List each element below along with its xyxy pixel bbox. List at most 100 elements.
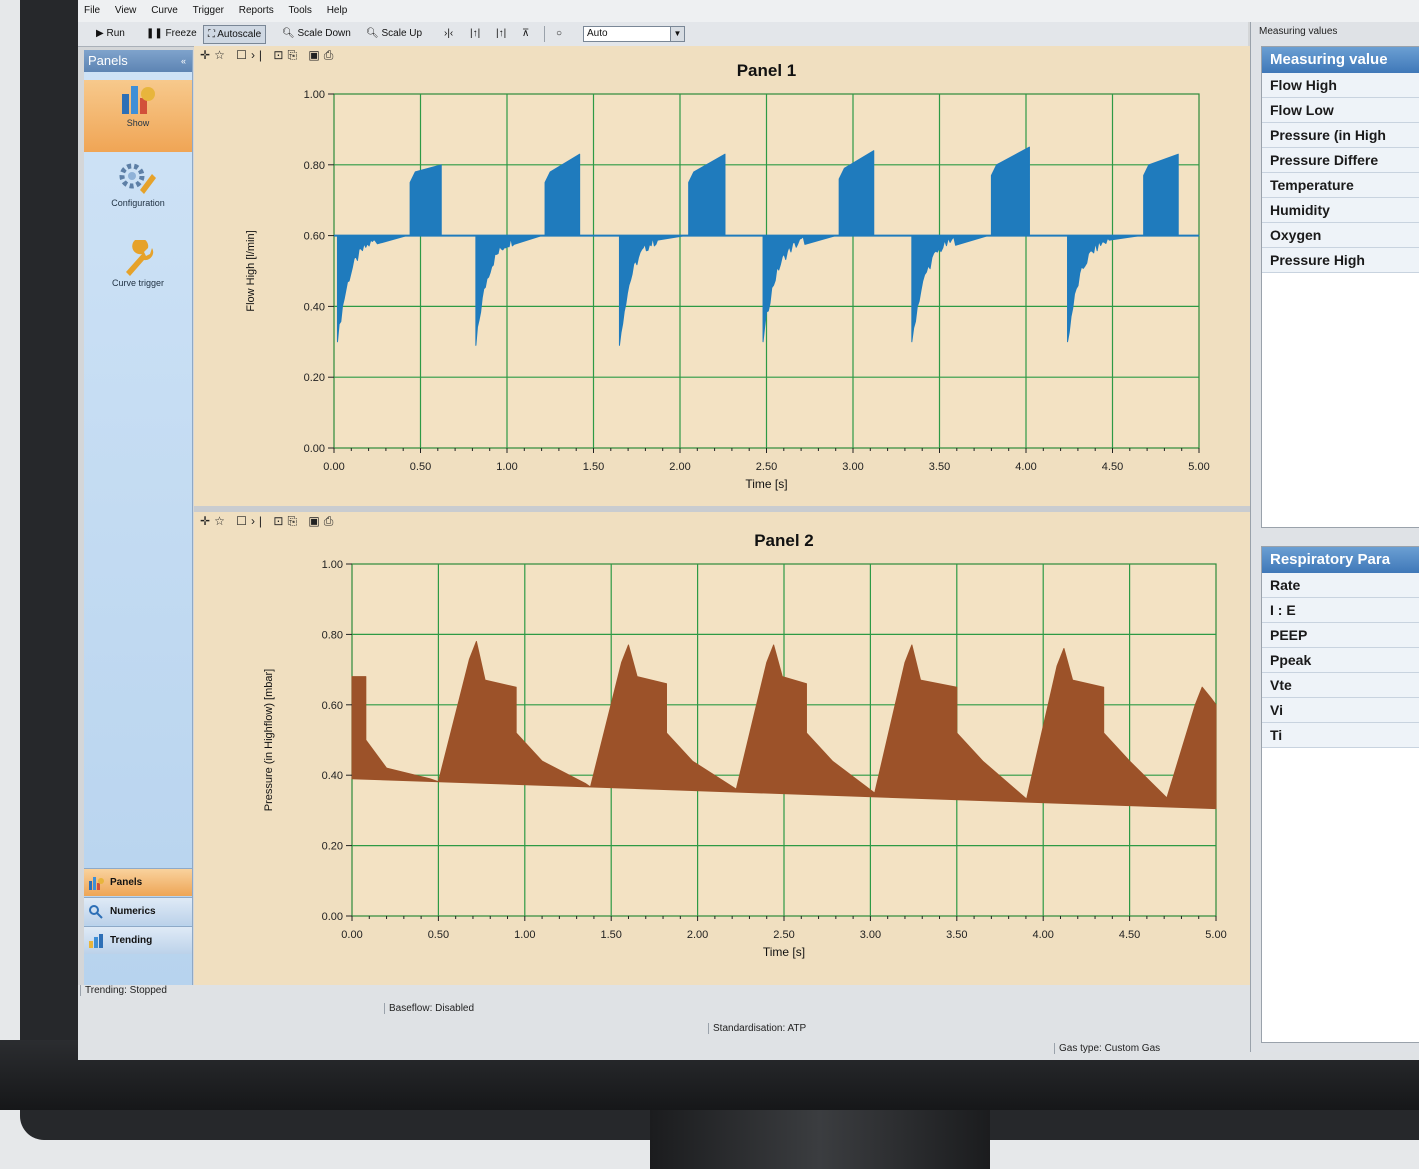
sidebar-show-button[interactable]: Show <box>84 80 192 152</box>
x-tick-label: 4.00 <box>1015 461 1036 473</box>
x-tick-label: 2.50 <box>756 461 777 473</box>
scale-up-button[interactable]: 🔍︎ Scale Up <box>362 25 426 42</box>
x-tick-label: 4.50 <box>1102 461 1123 473</box>
x-axis-label: Time [s] <box>763 945 805 959</box>
list-item[interactable]: Pressure (in High <box>1262 123 1419 148</box>
chart-title: Panel 2 <box>754 531 814 550</box>
menu-curve[interactable]: Curve <box>145 0 184 16</box>
freeze-button[interactable]: ❚❚ Freeze <box>142 25 201 42</box>
app-window: File View Curve Trigger Reports Tools He… <box>78 0 1419 1060</box>
x-tick-label: 4.50 <box>1119 929 1140 941</box>
list-item[interactable]: Temperature <box>1262 173 1419 198</box>
list-item[interactable]: Oxygen <box>1262 223 1419 248</box>
respiratory-parameters-table: Respiratory Para Rate I : E PEEP Ppeak V… <box>1261 546 1419 1043</box>
list-item[interactable]: I : E <box>1262 598 1419 623</box>
menu-tools[interactable]: Tools <box>283 0 318 16</box>
x-tick-label: 5.00 <box>1205 929 1226 941</box>
x-axis-label: Time [s] <box>745 477 787 491</box>
wrench-icon <box>118 240 158 276</box>
autoscale-icon: ⛶ <box>208 29 215 40</box>
collapse-icon[interactable]: « <box>181 50 186 72</box>
status-trending: Trending: Stopped <box>80 985 167 996</box>
respiratory-parameters-header: Respiratory Para <box>1262 547 1419 573</box>
x-tick-label: 3.00 <box>842 461 863 473</box>
y-tick-label: 1.00 <box>322 559 343 571</box>
menu-bar: File View Curve Trigger Reports Tools He… <box>78 0 1419 22</box>
list-item[interactable]: Rate <box>1262 573 1419 598</box>
trending-icon <box>88 933 104 949</box>
x-tick-label: 3.00 <box>860 929 881 941</box>
chart-title: Panel 1 <box>737 61 797 80</box>
zoom-out-icon: 🔍︎ <box>282 28 295 39</box>
panel-2-chart[interactable]: 0.00 0.50 1.00 1.50 2.00 2.50 3.00 3.50 4.00 4.50… <box>194 512 1252 985</box>
sidebar-curve-trigger-button[interactable]: Curve trigger <box>84 240 192 312</box>
toolbar-separator <box>544 26 545 42</box>
list-item[interactable]: Ti <box>1262 723 1419 748</box>
status-gas-type: Gas type: Custom Gas <box>1054 1043 1160 1054</box>
menu-trigger[interactable]: Trigger <box>187 0 230 16</box>
scale-down-button[interactable]: 🔍︎ Scale Down <box>278 25 355 42</box>
chevron-down-icon: ▼ <box>670 27 684 41</box>
y-tick-label: 0.60 <box>322 700 343 712</box>
nav-panels[interactable]: Panels <box>84 868 192 896</box>
x-tick-label: 4.00 <box>1032 929 1053 941</box>
list-item[interactable]: Vte <box>1262 673 1419 698</box>
y-tick-label: 0.60 <box>304 231 325 243</box>
nav-numerics[interactable]: Numerics <box>84 897 192 925</box>
x-tick-label: 0.00 <box>323 461 344 473</box>
x-tick-label: 1.50 <box>600 929 621 941</box>
x-tick-label: 0.50 <box>410 461 431 473</box>
y-tick-label: 0.00 <box>322 911 343 923</box>
x-tick-label: 5.00 <box>1188 461 1209 473</box>
list-item[interactable]: Flow Low <box>1262 98 1419 123</box>
list-item[interactable]: Pressure Differe <box>1262 148 1419 173</box>
panels-sidebar: Panels « Show Configuration Curv <box>84 50 193 985</box>
menu-view[interactable]: View <box>109 0 143 16</box>
menu-reports[interactable]: Reports <box>233 0 280 16</box>
sidebar-configuration-button[interactable]: Configuration <box>84 160 192 232</box>
y-axis-label: Flow High [l/min] <box>245 230 257 311</box>
zoom-in-icon: 🔍︎ <box>366 28 379 39</box>
monitor-stand <box>650 1110 990 1169</box>
measuring-values-table: Measuring value Flow High Flow Low Press… <box>1261 46 1419 528</box>
menu-file[interactable]: File <box>78 0 106 16</box>
pause-icon: ❚❚ <box>146 28 163 39</box>
cursor-left-icon[interactable]: |↑| <box>466 25 484 42</box>
x-tick-label: 1.00 <box>496 461 517 473</box>
x-tick-label: 0.50 <box>428 929 449 941</box>
gears-wrench-icon <box>118 160 158 196</box>
sidebar-title: Panels « <box>84 50 192 72</box>
nav-trending[interactable]: Trending <box>84 926 192 954</box>
y-tick-label: 0.80 <box>322 629 343 641</box>
record-icon[interactable]: ○ <box>552 25 566 42</box>
list-item[interactable]: PEEP <box>1262 623 1419 648</box>
x-tick-label: 3.50 <box>946 929 967 941</box>
x-tick-label: 2.00 <box>687 929 708 941</box>
status-baseflow: Baseflow: Disabled <box>384 1003 474 1014</box>
list-item[interactable]: Ppeak <box>1262 648 1419 673</box>
y-tick-label: 0.20 <box>304 372 325 384</box>
cursor-right-icon[interactable]: |↑| <box>492 25 510 42</box>
numerics-icon <box>88 904 104 920</box>
measuring-values-header: Measuring value <box>1262 47 1419 73</box>
panel-1-chart[interactable]: 0.00 0.50 1.00 1.50 2.00 2.50 3.00 3.50 4.00 4.50… <box>194 46 1252 506</box>
y-tick-label: 0.40 <box>304 301 325 313</box>
scale-mode-select[interactable]: Auto ▼ <box>583 26 685 42</box>
run-button[interactable]: ▶ Run <box>92 25 129 42</box>
list-item[interactable]: Flow High <box>1262 73 1419 98</box>
menu-help[interactable]: Help <box>321 0 354 16</box>
autoscale-button[interactable]: ⛶ Autoscale <box>203 25 266 44</box>
x-tick-label: 1.50 <box>583 461 604 473</box>
toolbar: ▶ Run ❚❚ Freeze ⛶ Autoscale 🔍︎ Scale Dow… <box>78 22 1248 47</box>
status-standardisation: Standardisation: ATP <box>708 1023 806 1034</box>
list-item[interactable]: Vi <box>1262 698 1419 723</box>
cursor-split-icon[interactable]: ›|‹ <box>440 25 457 42</box>
center-cursor-icon[interactable]: ⊼ <box>518 25 533 42</box>
x-tick-label: 2.50 <box>773 929 794 941</box>
list-item[interactable]: Pressure High <box>1262 248 1419 273</box>
pane-caption: Measuring values <box>1251 22 1419 41</box>
y-tick-label: 1.00 <box>304 89 325 101</box>
x-tick-label: 1.00 <box>514 929 535 941</box>
list-item[interactable]: Humidity <box>1262 198 1419 223</box>
x-tick-label: 2.00 <box>669 461 690 473</box>
